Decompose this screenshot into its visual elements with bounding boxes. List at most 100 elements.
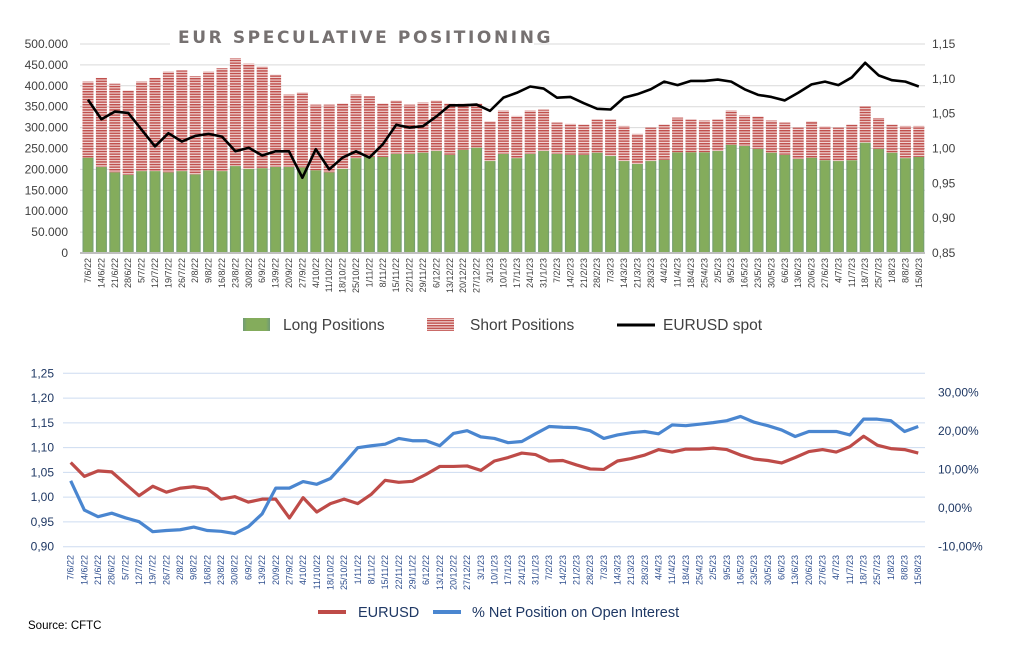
bar-short[interactable] (578, 124, 590, 155)
bar-short[interactable] (618, 125, 630, 162)
bar-short[interactable] (685, 119, 697, 153)
bar-long[interactable] (645, 161, 657, 253)
bar-long[interactable] (605, 156, 617, 253)
bar-short[interactable] (806, 121, 818, 158)
bar-short[interactable] (564, 123, 576, 155)
bar-short[interactable] (216, 68, 228, 172)
bar-long[interactable] (283, 166, 295, 253)
bar-short[interactable] (136, 81, 148, 172)
bar-long[interactable] (82, 157, 94, 253)
bar-short[interactable] (149, 77, 161, 172)
bar-long[interactable] (444, 154, 456, 253)
bar-long[interactable] (698, 152, 710, 253)
bar-long[interactable] (363, 156, 375, 253)
bar-short[interactable] (270, 74, 282, 167)
bar-short[interactable] (873, 117, 885, 149)
bar-long[interactable] (270, 166, 282, 253)
bar-long[interactable] (122, 174, 134, 253)
bar-long[interactable] (457, 149, 469, 253)
bar-long[interactable] (256, 168, 268, 253)
bar-short[interactable] (725, 110, 737, 145)
bar-short[interactable] (162, 71, 174, 173)
bar-short[interactable] (511, 115, 523, 159)
bar-short[interactable] (739, 115, 751, 146)
bar-short[interactable] (712, 119, 724, 152)
bar-short[interactable] (363, 96, 375, 157)
bar-long[interactable] (404, 153, 416, 253)
bar-long[interactable] (337, 168, 349, 253)
bar-short[interactable] (605, 119, 617, 157)
bar-short[interactable] (859, 106, 871, 143)
bar-long[interactable] (390, 153, 402, 253)
bar-long[interactable] (176, 171, 188, 253)
bar-long[interactable] (886, 152, 898, 253)
bar-long[interactable] (765, 152, 777, 253)
bar-short[interactable] (283, 94, 295, 167)
bar-long[interactable] (725, 144, 737, 253)
bar-long[interactable] (779, 154, 791, 253)
bar-short[interactable] (189, 76, 201, 175)
bar-short[interactable] (497, 110, 509, 154)
bar-short[interactable] (551, 122, 563, 154)
bar-short[interactable] (82, 81, 94, 158)
bar-long[interactable] (591, 152, 603, 253)
bar-short[interactable] (404, 104, 416, 154)
bar-short[interactable] (538, 109, 550, 152)
bar-long[interactable] (631, 163, 643, 253)
bar-long[interactable] (350, 158, 362, 253)
bar-long[interactable] (216, 171, 228, 253)
bar-short[interactable] (350, 94, 362, 159)
bar-long[interactable] (296, 167, 308, 253)
bar-short[interactable] (524, 110, 536, 154)
bar-short[interactable] (444, 103, 456, 155)
legend-item-eurusd[interactable]: EURUSD (318, 605, 419, 621)
bar-short[interactable] (846, 124, 858, 161)
bar-long[interactable] (323, 172, 335, 253)
legend-item-net[interactable]: % Net Position on Open Interest (433, 605, 679, 621)
bar-long[interactable] (136, 171, 148, 253)
bar-short[interactable] (631, 133, 643, 164)
bar-short[interactable] (832, 127, 844, 162)
bar-short[interactable] (457, 103, 469, 150)
bar-short[interactable] (296, 92, 308, 168)
bar-long[interactable] (109, 172, 121, 253)
bar-long[interactable] (685, 152, 697, 253)
bar-short[interactable] (310, 104, 322, 171)
bar-short[interactable] (913, 125, 925, 157)
bar-long[interactable] (203, 170, 215, 253)
bar-short[interactable] (122, 90, 134, 175)
bar-short[interactable] (752, 116, 764, 149)
bar-long[interactable] (712, 151, 724, 253)
bar-short[interactable] (645, 127, 657, 162)
bar-short[interactable] (658, 124, 670, 160)
bar-short[interactable] (109, 83, 121, 173)
bar-long[interactable] (551, 153, 563, 253)
bar-short[interactable] (792, 127, 804, 159)
bar-long[interactable] (484, 161, 496, 253)
bar-short[interactable] (886, 124, 898, 153)
bar-long[interactable] (832, 161, 844, 253)
bar-long[interactable] (792, 158, 804, 253)
bar-long[interactable] (430, 151, 442, 253)
bar-long[interactable] (859, 142, 871, 253)
bar-long[interactable] (471, 147, 483, 253)
bar-short[interactable] (377, 103, 389, 157)
bar-long[interactable] (618, 161, 630, 253)
bar-short[interactable] (256, 66, 268, 169)
bar-long[interactable] (377, 156, 389, 253)
bar-long[interactable] (846, 160, 858, 253)
bar-long[interactable] (564, 154, 576, 253)
bar-long[interactable] (189, 174, 201, 253)
bar-long[interactable] (229, 166, 241, 253)
bar-short[interactable] (591, 119, 603, 153)
bar-long[interactable] (806, 157, 818, 253)
bar-long[interactable] (310, 170, 322, 253)
bar-long[interactable] (658, 159, 670, 253)
bar-short[interactable] (337, 103, 349, 169)
bar-long[interactable] (578, 154, 590, 253)
bar-long[interactable] (162, 172, 174, 253)
bar-long[interactable] (538, 151, 550, 253)
bar-long[interactable] (511, 158, 523, 253)
bar-short[interactable] (243, 63, 255, 169)
bar-short[interactable] (899, 125, 911, 159)
